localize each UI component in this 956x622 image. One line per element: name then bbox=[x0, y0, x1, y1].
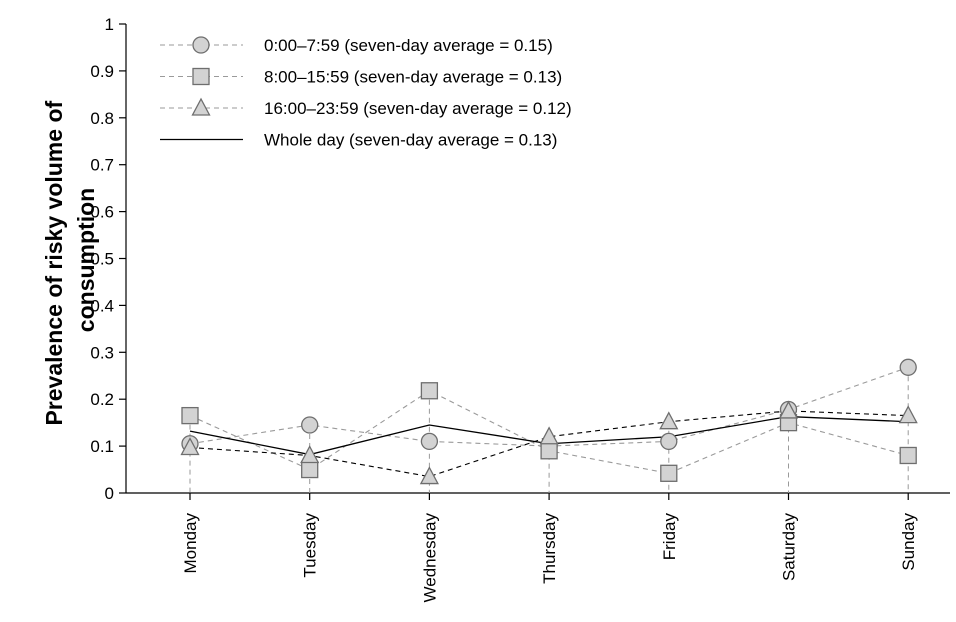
data-point-triangle bbox=[300, 445, 320, 464]
data-point-circle bbox=[660, 432, 678, 451]
x-tick-label: Monday bbox=[181, 513, 200, 574]
x-tick-label: Friday bbox=[660, 513, 679, 561]
data-point-square bbox=[301, 460, 319, 479]
y-ticks: 0 0.1 0.2 0.3 0.4 0.5 0.6 0.7 0.8 0.9 1 bbox=[90, 15, 126, 503]
x-tick-label: Tuesday bbox=[301, 513, 320, 578]
y-axis-label-line-2: consumption bbox=[73, 188, 99, 332]
data-point-square bbox=[660, 464, 678, 482]
series-markers bbox=[180, 358, 918, 485]
y-tick-label: 0.9 bbox=[90, 62, 114, 81]
data-point-circle bbox=[420, 432, 439, 451]
data-point-triangle bbox=[659, 411, 679, 430]
y-tick-label: 1 bbox=[105, 15, 114, 34]
legend-label: Whole day (seven-day average = 0.13) bbox=[264, 131, 557, 150]
y-tick-label: 0.3 bbox=[90, 343, 114, 362]
y-tick-label: 0.5 bbox=[90, 250, 114, 269]
data-point-triangle bbox=[539, 426, 559, 445]
data-point-triangle bbox=[898, 405, 918, 424]
legend-label: 16:00–23:59 (seven-day average = 0.12) bbox=[264, 99, 572, 118]
legend-marker-triangle bbox=[191, 97, 211, 116]
data-point-square bbox=[420, 382, 439, 400]
data-point-circle bbox=[899, 358, 917, 376]
y-tick-label: 0.6 bbox=[90, 203, 114, 222]
y-tick-label: 0.4 bbox=[90, 296, 114, 315]
legend-marker-circle bbox=[192, 36, 210, 54]
y-tick-label: 0.2 bbox=[90, 390, 114, 409]
data-point-circle bbox=[301, 416, 319, 434]
data-point-triangle bbox=[778, 400, 799, 419]
y-tick-label: 0 bbox=[105, 484, 114, 503]
x-tick-label: Wednesday bbox=[420, 513, 439, 603]
data-point-square bbox=[181, 406, 199, 425]
x-tick-label: Saturday bbox=[780, 513, 799, 582]
data-point-triangle bbox=[419, 466, 439, 485]
x-tick-label: Thursday bbox=[540, 513, 559, 584]
data-point-triangle bbox=[180, 437, 200, 456]
data-point-square bbox=[899, 446, 917, 465]
legend-label: 8:00–15:59 (seven-day average = 0.13) bbox=[264, 68, 562, 87]
legend-label: 0:00–7:59 (seven-day average = 0.15) bbox=[264, 36, 553, 55]
y-axis-label-line-1: Prevalence of risky volume of bbox=[41, 101, 67, 426]
legend-marker-square bbox=[192, 67, 210, 86]
data-point-square bbox=[540, 442, 558, 460]
series-lines bbox=[189, 366, 909, 478]
x-ticks: Monday Tuesday Wednesday Thursday Friday Satu… bbox=[181, 493, 918, 602]
y-tick-label: 0.8 bbox=[90, 109, 114, 128]
y-tick-label: 0.1 bbox=[90, 437, 114, 456]
legend: 0:00–7:59 (seven-day average = 0.15) 8:00… bbox=[160, 36, 572, 150]
y-tick-label: 0.7 bbox=[90, 156, 114, 175]
x-tick-label: Sunday bbox=[899, 513, 918, 571]
y-axis-label: Prevalence of risky volume of consumptio… bbox=[41, 94, 99, 425]
